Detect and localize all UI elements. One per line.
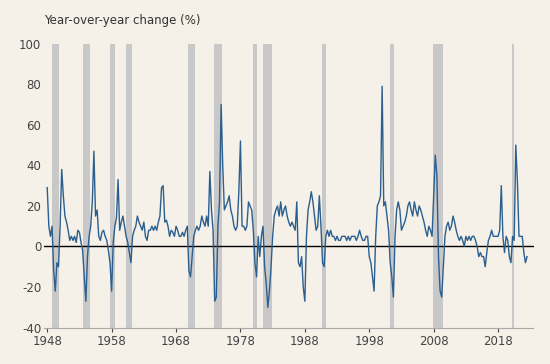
Bar xyxy=(188,44,195,328)
Bar xyxy=(390,44,394,328)
Bar xyxy=(52,44,59,328)
Bar xyxy=(83,44,90,328)
Bar xyxy=(433,44,443,328)
Bar xyxy=(263,44,272,328)
Bar xyxy=(254,44,257,328)
Text: Year-over-year change (%): Year-over-year change (%) xyxy=(44,13,201,27)
Bar xyxy=(214,44,222,328)
Bar xyxy=(126,44,132,328)
Bar xyxy=(322,44,326,328)
Bar xyxy=(512,44,514,328)
Bar xyxy=(109,44,116,328)
